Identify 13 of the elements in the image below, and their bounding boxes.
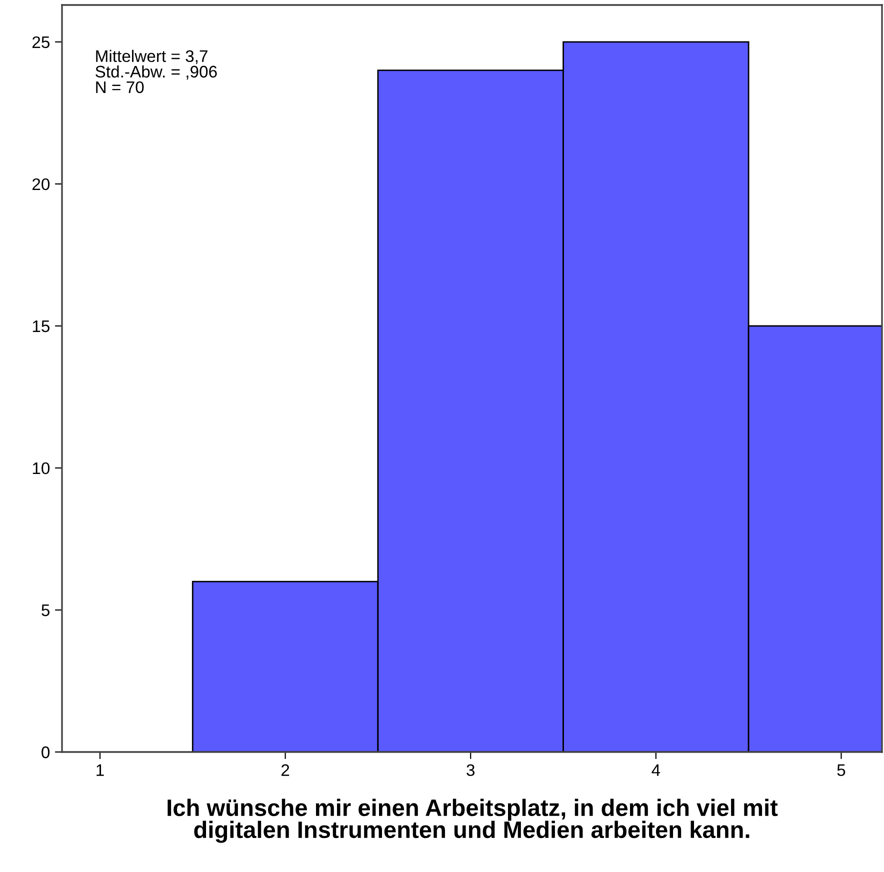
y-tick-label: 15 xyxy=(32,320,50,332)
x-tick-label: 3 xyxy=(466,764,475,776)
annotation: Mittelwert = 3,7 Std.-Abw. = ,906 N = 70 xyxy=(96,50,217,94)
y-tick-label: 10 xyxy=(32,462,50,474)
y-tick-label: 5 xyxy=(42,604,50,616)
x-tick-label: 2 xyxy=(282,764,290,776)
x-tick-label: 5 xyxy=(837,764,846,776)
y-tick-label: 25 xyxy=(32,36,50,48)
y-tick-label: 0 xyxy=(42,746,50,758)
y-tick-label: 20 xyxy=(32,178,50,190)
x-axis-title: Ich wünsche mir einen Arbeitsplatz, in dem ich viel mit digitalen Instrumenten und Medien arbeiten kann. xyxy=(168,798,778,843)
x-tick-label: 1 xyxy=(96,764,104,776)
x-tick-label: 4 xyxy=(652,764,660,776)
